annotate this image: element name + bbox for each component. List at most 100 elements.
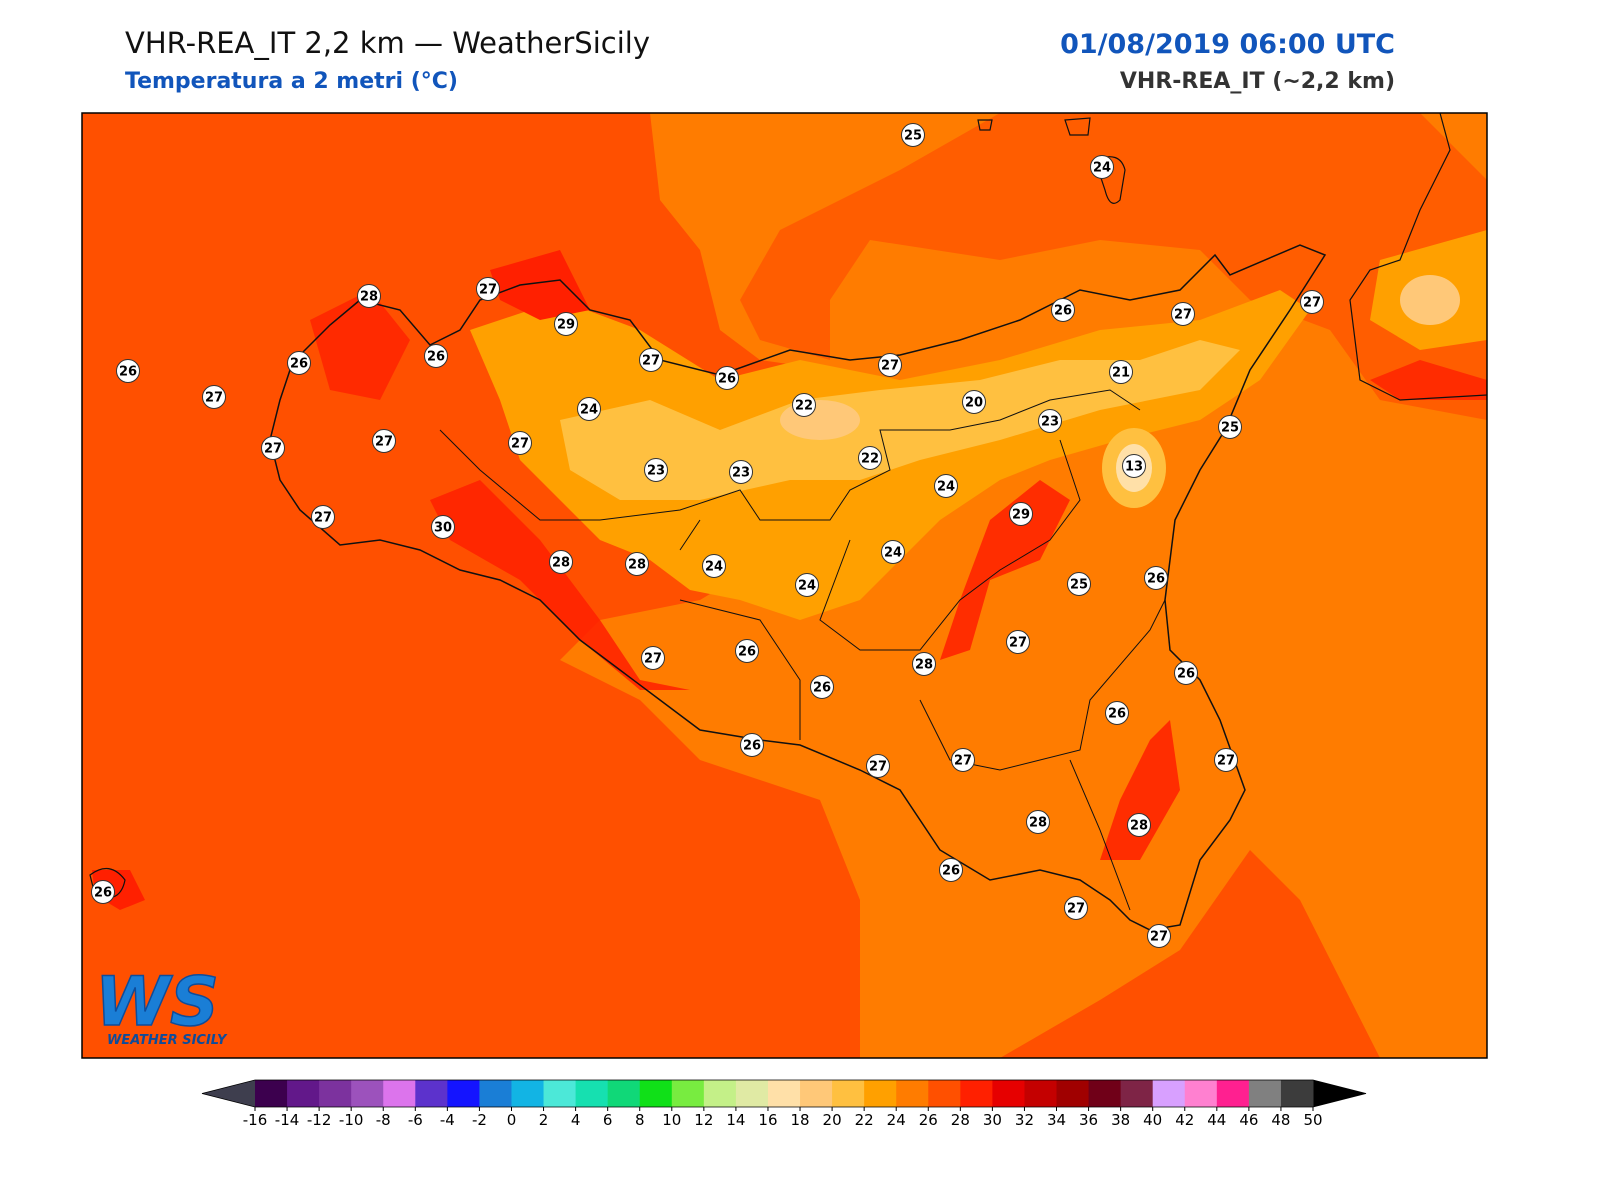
- colorbar-box: [319, 1080, 352, 1107]
- station-marker: [1127, 813, 1151, 837]
- station-value: 27: [479, 283, 497, 298]
- station: 25: [1067, 572, 1091, 596]
- station-value: 27: [881, 359, 899, 374]
- colorbar-box: [832, 1080, 865, 1107]
- station-marker: [878, 353, 902, 377]
- station-marker: [1051, 298, 1075, 322]
- station: 27: [202, 385, 226, 409]
- station: 26: [424, 344, 448, 368]
- station: 29: [554, 312, 578, 336]
- station: 28: [912, 652, 936, 676]
- station-value: 27: [314, 511, 332, 526]
- station-value: 27: [1174, 308, 1192, 323]
- colorbar-tick-label: 28: [951, 1111, 970, 1129]
- colorbar-box: [928, 1080, 961, 1107]
- colorbar-box: [575, 1080, 609, 1107]
- station-value: 23: [732, 466, 750, 481]
- station-value: 26: [1147, 572, 1165, 587]
- station-marker: [431, 515, 455, 539]
- station: 26: [715, 366, 739, 390]
- colorbar-box: [992, 1080, 1025, 1107]
- colorbar-tick-label: 6: [603, 1111, 613, 1129]
- station-marker: [1214, 748, 1238, 772]
- colorbar-tick-label: 0: [507, 1111, 517, 1129]
- station-marker: [1009, 502, 1033, 526]
- colorbar-tick-label: 4: [571, 1111, 581, 1129]
- station: 27: [1214, 748, 1238, 772]
- station-marker: [858, 446, 882, 470]
- station: 26: [810, 675, 834, 699]
- station-marker: [912, 652, 936, 676]
- colorbar-box: [1120, 1080, 1154, 1107]
- station: 27: [372, 429, 396, 453]
- subtitle: Temperatura a 2 metri (°C): [125, 69, 458, 94]
- station-value: 26: [1054, 304, 1072, 319]
- station-value: 22: [795, 399, 813, 414]
- station-value: 26: [94, 886, 112, 901]
- colorbar-tick-label: 8: [635, 1111, 645, 1129]
- station: 27: [261, 436, 285, 460]
- station: 22: [792, 393, 816, 417]
- station-value: 27: [954, 754, 972, 769]
- station-value: 23: [647, 464, 665, 479]
- station-value: 27: [869, 760, 887, 775]
- station: 23: [729, 460, 753, 484]
- colorbar-tick-label: -10: [339, 1111, 364, 1129]
- colorbar-tick-label: 20: [823, 1111, 842, 1129]
- station-value: 27: [511, 437, 529, 452]
- station-value: 26: [738, 645, 756, 660]
- station-marker: [740, 733, 764, 757]
- colorbar-tick-label: 34: [1047, 1111, 1066, 1129]
- colorbar-tick-label: 42: [1175, 1111, 1194, 1129]
- colorbar-box: [671, 1080, 705, 1107]
- station: 27: [1300, 290, 1324, 314]
- station: 24: [702, 554, 726, 578]
- colorbar-tick-label: 2: [539, 1111, 549, 1129]
- station: 24: [1090, 155, 1114, 179]
- station-value: 28: [628, 558, 646, 573]
- model-label: VHR-REA_IT (~2,2 km): [1120, 69, 1395, 94]
- colorbar-box: [255, 1080, 288, 1107]
- colorbar-tick-label: 38: [1111, 1111, 1130, 1129]
- station-marker: [715, 366, 739, 390]
- station: 26: [1105, 701, 1129, 725]
- station: 26: [91, 880, 115, 904]
- station-value: 27: [1217, 754, 1235, 769]
- station-value: 20: [965, 396, 983, 411]
- station-marker: [702, 554, 726, 578]
- station-marker: [881, 540, 905, 564]
- station-value: 24: [580, 403, 598, 418]
- colorbar-tick-label: -12: [307, 1111, 332, 1129]
- station: 27: [1064, 896, 1088, 920]
- colorbar-box: [415, 1080, 448, 1107]
- station-marker: [261, 436, 285, 460]
- station-marker: [962, 390, 986, 414]
- colorbar-tick-label: 40: [1143, 1111, 1162, 1129]
- station: 26: [939, 858, 963, 882]
- colorbar-tick-label: 36: [1079, 1111, 1098, 1129]
- colorbar-tick-label: -8: [376, 1111, 391, 1129]
- station-value: 24: [937, 480, 955, 495]
- colorbar-box: [1216, 1080, 1250, 1107]
- station-value: 30: [434, 521, 452, 536]
- station-value: 29: [1012, 508, 1030, 523]
- station-value: 27: [264, 442, 282, 457]
- station: 29: [1009, 502, 1033, 526]
- station: 13: [1122, 454, 1146, 478]
- station: 26: [116, 359, 140, 383]
- colorbar-box: [735, 1080, 769, 1107]
- station: 28: [1127, 813, 1151, 837]
- station-value: 26: [1177, 667, 1195, 682]
- station: 26: [287, 351, 311, 375]
- station-marker: [1109, 360, 1133, 384]
- station: 26: [1144, 566, 1168, 590]
- station-value: 27: [1067, 902, 1085, 917]
- colorbar-tick-label: 46: [1239, 1111, 1258, 1129]
- colorbar-tick-label: -2: [472, 1111, 487, 1129]
- colorbar-box: [543, 1080, 577, 1107]
- station-value: 22: [861, 452, 879, 467]
- station-value: 25: [1070, 578, 1088, 593]
- colorbar-box: [896, 1080, 929, 1107]
- station-marker: [735, 639, 759, 663]
- station-marker: [1064, 896, 1088, 920]
